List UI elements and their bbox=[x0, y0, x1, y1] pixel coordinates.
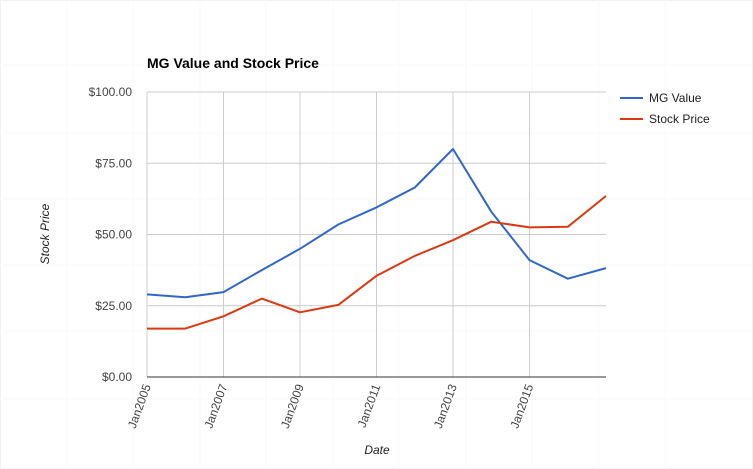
y-tick-label: $25.00 bbox=[95, 299, 132, 313]
series-line-mg-value bbox=[146, 148, 607, 299]
x-axis-title: Date bbox=[364, 443, 390, 457]
legend-label: MG Value bbox=[649, 91, 702, 105]
y-tick-label: $100.00 bbox=[89, 85, 133, 99]
y-axis-ticks: $0.00 $25.00 $50.00 $75.00 $100.00 bbox=[89, 85, 133, 384]
plot-gridlines bbox=[146, 91, 606, 377]
y-axis-title: Stock Price bbox=[38, 203, 52, 264]
chart-title: MG Value and Stock Price bbox=[147, 55, 319, 71]
y-tick-label: $75.00 bbox=[95, 156, 132, 170]
series-line-stock-price bbox=[147, 195, 607, 330]
series-lines bbox=[146, 148, 607, 330]
legend: MG Value Stock Price bbox=[620, 91, 710, 126]
legend-label: Stock Price bbox=[649, 112, 710, 126]
y-tick-label: $50.00 bbox=[95, 228, 132, 242]
y-tick-label: $0.00 bbox=[102, 370, 132, 384]
